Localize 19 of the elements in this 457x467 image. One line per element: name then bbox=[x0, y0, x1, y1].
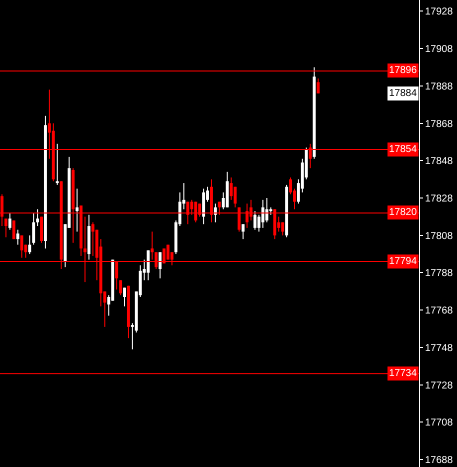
y-tick-label: 17728 bbox=[425, 380, 454, 392]
y-tick-label: 17908 bbox=[425, 44, 454, 56]
ref-line-label: 17734 bbox=[389, 368, 418, 379]
y-tick-label: 17708 bbox=[425, 418, 454, 429]
y-tick-label: 17848 bbox=[425, 156, 454, 168]
y-tick-label: 17808 bbox=[425, 230, 454, 242]
y-tick-label: 17928 bbox=[425, 6, 454, 18]
y-tick-label: 17888 bbox=[425, 81, 454, 92]
y-tick-label: 17768 bbox=[425, 306, 454, 317]
annotation: 17884 bbox=[389, 88, 418, 99]
ref-line-label: 17820 bbox=[389, 207, 418, 218]
y-tick-label: 17828 bbox=[425, 194, 454, 205]
y-tick-label: 17788 bbox=[425, 268, 454, 280]
y-tick-label: 17748 bbox=[425, 342, 454, 354]
ref-line-label: 17794 bbox=[389, 256, 418, 267]
ref-line-label: 17854 bbox=[389, 144, 418, 155]
ref-line-label: 17896 bbox=[389, 65, 418, 76]
y-tick-label: 17688 bbox=[425, 455, 454, 466]
y-tick-label: 17868 bbox=[425, 118, 454, 130]
